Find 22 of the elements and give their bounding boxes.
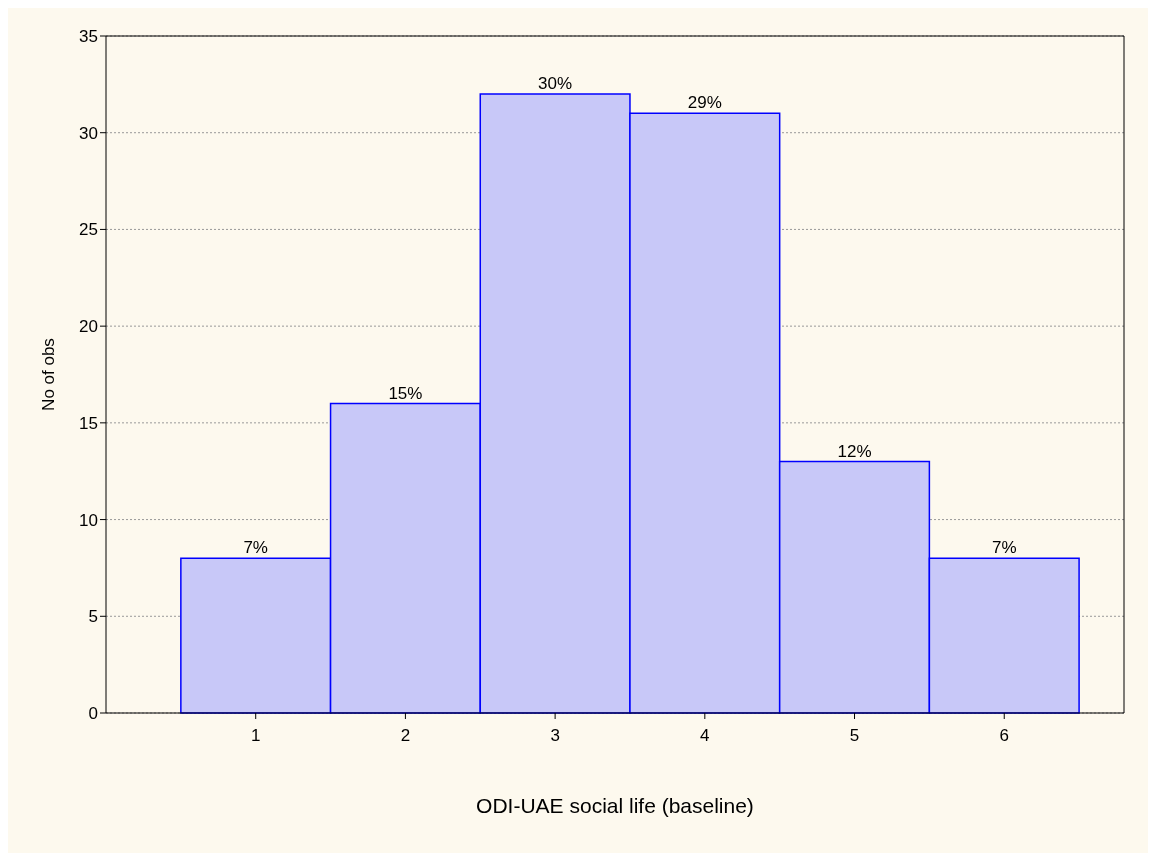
annotation: 7% [991, 538, 1017, 558]
y-tick-label: 35 [79, 27, 98, 47]
annotation: 29% [687, 93, 722, 113]
annotation: 15% [388, 383, 423, 403]
x-tick-label: 5 [849, 726, 860, 746]
y-tick-label: 15 [79, 413, 98, 433]
x-tick-label: 6 [999, 726, 1009, 746]
annotation: 30% [538, 74, 573, 94]
y-tick-label: 20 [79, 317, 98, 337]
x-tick-label: 3 [550, 726, 560, 746]
y-tick-label: 5 [88, 607, 98, 627]
annotation: 7% [243, 538, 268, 558]
y-axis-title: No of obs [39, 338, 59, 411]
x-tick-label: 4 [700, 726, 710, 746]
x-axis-title: ODI-UAE social life (baseline) [476, 794, 754, 817]
y-tick-label: 25 [79, 220, 98, 240]
y-tick-label: 10 [79, 510, 98, 530]
y-tick-label: 0 [88, 704, 98, 724]
x-tick-label: 2 [400, 726, 411, 746]
x-tick-label: 1 [250, 726, 261, 746]
y-tick-label: 30 [79, 123, 98, 143]
annotation: 12% [837, 441, 872, 461]
